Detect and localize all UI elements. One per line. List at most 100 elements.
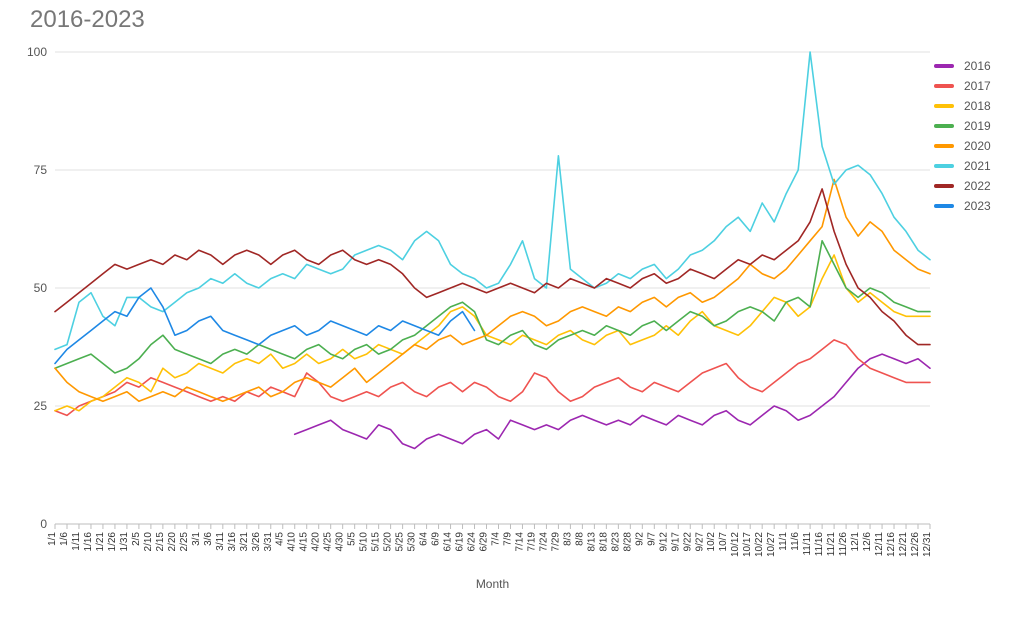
x-tick-label: 9/22 — [682, 532, 693, 552]
x-tick-label: 7/24 — [538, 532, 549, 552]
x-tick-label: 4/25 — [323, 532, 334, 552]
series-line-2023 — [55, 288, 475, 364]
x-tick-label: 10/7 — [718, 532, 729, 552]
x-tick-label: 9/17 — [670, 532, 681, 552]
x-tick-label: 3/6 — [203, 532, 214, 546]
legend-item-2017: 2017 — [934, 76, 1018, 96]
legend-item-2023: 2023 — [934, 196, 1018, 216]
x-tick-label: 11/26 — [838, 532, 849, 557]
x-tick-label: 8/8 — [574, 532, 585, 546]
x-tick-label: 6/24 — [467, 532, 478, 552]
y-tick-label: 50 — [34, 281, 48, 295]
x-tick-label: 9/27 — [694, 532, 705, 552]
legend-item-2021: 2021 — [934, 156, 1018, 176]
x-tick-label: 2/10 — [143, 532, 154, 552]
x-tick-label: 1/16 — [83, 532, 94, 552]
x-tick-label: 8/3 — [562, 532, 573, 546]
legend-label: 2022 — [964, 179, 991, 193]
x-tick-label: 1/21 — [95, 532, 106, 552]
legend-swatch — [934, 84, 954, 88]
x-tick-label: 3/26 — [251, 532, 262, 552]
chart-plot: 02550751001/11/61/111/161/211/261/312/52… — [0, 0, 1024, 619]
chart-legend: 20162017201820192020202120222023 — [934, 56, 1018, 216]
x-tick-label: 12/6 — [862, 532, 873, 552]
x-tick-label: 7/14 — [514, 532, 525, 552]
legend-swatch — [934, 164, 954, 168]
x-tick-label: 1/31 — [119, 532, 130, 552]
x-tick-label: 5/10 — [359, 532, 370, 552]
x-tick-label: 3/1 — [191, 532, 202, 546]
x-tick-label: 3/11 — [215, 532, 226, 551]
x-tick-label: 9/2 — [634, 532, 645, 546]
x-tick-label: 2/20 — [167, 532, 178, 552]
x-tick-label: 12/26 — [910, 532, 921, 557]
x-tick-label: 2/15 — [155, 532, 166, 552]
x-tick-label: 10/22 — [754, 532, 765, 557]
x-tick-label: 8/28 — [622, 532, 633, 552]
x-tick-label: 2/5 — [131, 532, 142, 546]
x-tick-label: 6/14 — [443, 532, 454, 552]
x-tick-label: 3/31 — [263, 532, 274, 552]
x-tick-label: 6/19 — [455, 532, 466, 552]
legend-label: 2020 — [964, 139, 991, 153]
legend-label: 2017 — [964, 79, 991, 93]
legend-item-2020: 2020 — [934, 136, 1018, 156]
x-tick-label: 4/15 — [299, 532, 310, 552]
x-tick-label: 5/30 — [407, 532, 418, 552]
x-tick-label: 11/1 — [778, 532, 789, 551]
x-tick-label: 5/25 — [395, 532, 406, 552]
x-tick-label: 3/16 — [227, 532, 238, 552]
series-line-2022 — [55, 189, 930, 345]
x-tick-label: 1/1 — [47, 532, 58, 546]
x-tick-label: 1/6 — [59, 532, 70, 546]
x-tick-label: 12/31 — [922, 532, 933, 557]
x-tick-label: 11/21 — [826, 532, 837, 557]
x-tick-label: 2/25 — [179, 532, 190, 552]
x-tick-label: 5/20 — [383, 532, 394, 552]
x-tick-label: 5/15 — [371, 532, 382, 552]
x-tick-label: 7/4 — [490, 532, 501, 546]
x-tick-label: 10/27 — [766, 532, 777, 557]
x-tick-label: 12/16 — [886, 532, 897, 557]
legend-swatch — [934, 64, 954, 68]
legend-label: 2016 — [964, 59, 991, 73]
chart-container: 2016-2023 02550751001/11/61/111/161/211/… — [0, 0, 1024, 619]
x-tick-label: 1/26 — [107, 532, 118, 552]
x-tick-label: 12/21 — [898, 532, 909, 557]
series-line-2017 — [55, 340, 930, 416]
legend-swatch — [934, 124, 954, 128]
x-tick-label: 10/2 — [706, 532, 717, 552]
x-tick-label: 8/18 — [598, 532, 609, 552]
y-tick-label: 100 — [27, 45, 47, 59]
x-tick-label: 11/11 — [802, 532, 813, 556]
x-tick-label: 5/5 — [347, 532, 358, 546]
x-tick-label: 8/13 — [586, 532, 597, 552]
y-tick-label: 75 — [34, 163, 48, 177]
x-tick-label: 4/5 — [275, 532, 286, 546]
legend-label: 2019 — [964, 119, 991, 133]
legend-item-2016: 2016 — [934, 56, 1018, 76]
y-tick-label: 0 — [40, 517, 47, 531]
x-tick-label: 12/11 — [874, 532, 885, 557]
x-tick-label: 1/11 — [71, 532, 82, 551]
x-tick-label: 10/17 — [742, 532, 753, 557]
series-line-2016 — [295, 354, 930, 448]
series-line-2021 — [55, 52, 930, 349]
x-tick-label: 9/7 — [646, 532, 657, 546]
legend-swatch — [934, 104, 954, 108]
legend-label: 2023 — [964, 199, 991, 213]
x-tick-label: 9/12 — [658, 532, 669, 552]
x-tick-label: 11/16 — [814, 532, 825, 557]
x-tick-label: 3/21 — [239, 532, 250, 552]
y-tick-label: 25 — [34, 399, 48, 413]
legend-label: 2021 — [964, 159, 991, 173]
series-line-2019 — [55, 241, 930, 373]
legend-swatch — [934, 204, 954, 208]
x-tick-label: 6/29 — [479, 532, 490, 552]
x-tick-label: 6/9 — [431, 532, 442, 546]
x-tick-label: 7/29 — [550, 532, 561, 552]
x-tick-label: 6/4 — [419, 532, 430, 546]
legend-swatch — [934, 184, 954, 188]
x-tick-label: 7/19 — [526, 532, 537, 552]
x-tick-label: 12/1 — [850, 532, 861, 552]
